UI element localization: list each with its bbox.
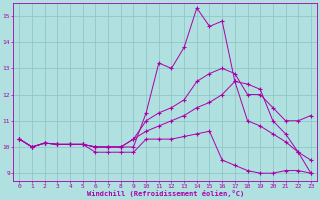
X-axis label: Windchill (Refroidissement éolien,°C): Windchill (Refroidissement éolien,°C): [86, 190, 244, 197]
